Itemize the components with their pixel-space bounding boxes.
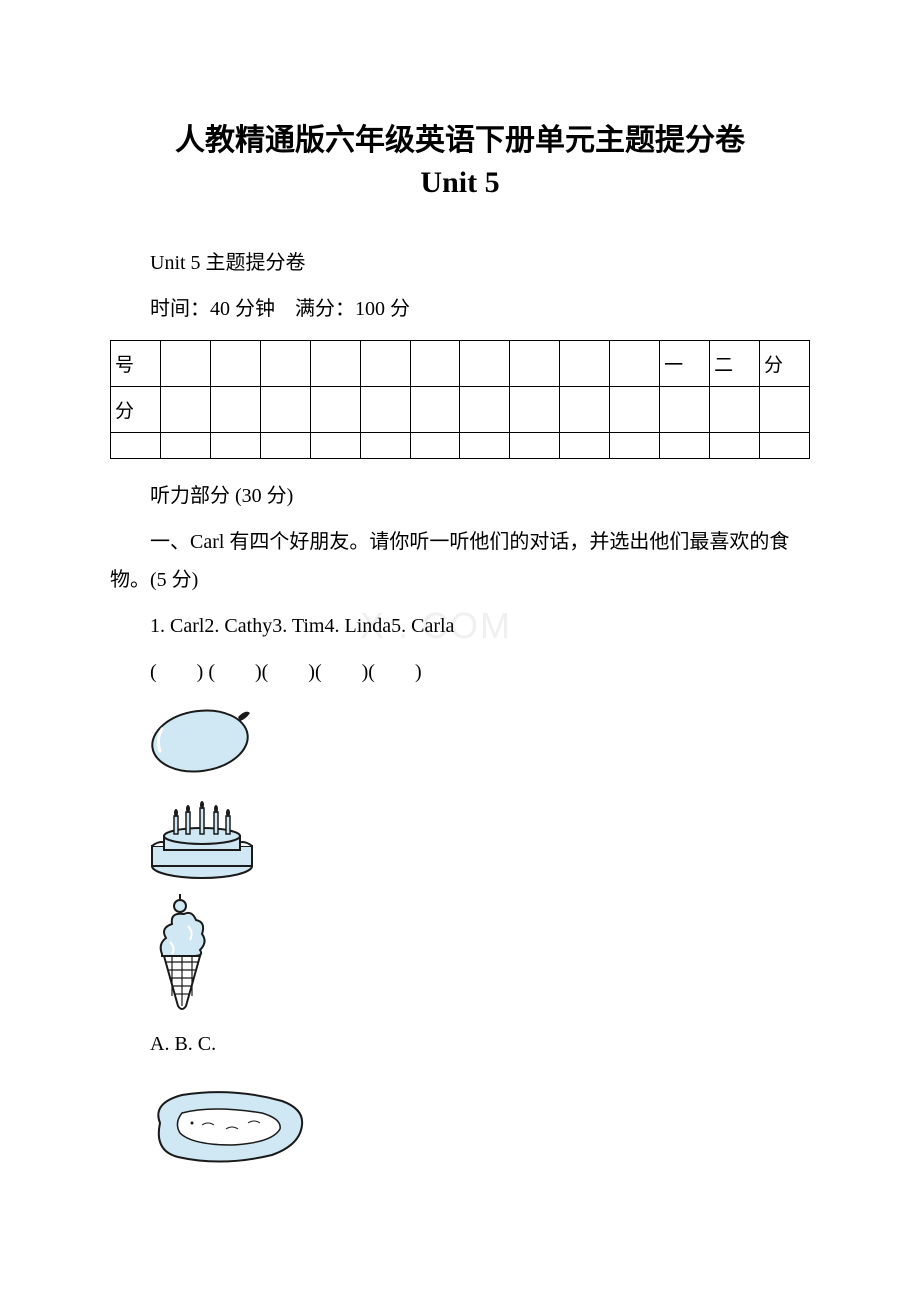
mango-icon	[142, 699, 810, 782]
cell	[160, 433, 210, 459]
cell	[510, 387, 560, 433]
cell: 号	[111, 341, 161, 387]
cell	[610, 387, 660, 433]
table-row: 号 一 二 分	[111, 341, 810, 387]
cell: 分	[759, 341, 809, 387]
cell	[610, 433, 660, 459]
cell	[710, 433, 760, 459]
cell: 二	[710, 341, 760, 387]
cell	[660, 433, 710, 459]
cell	[510, 433, 560, 459]
blanks-line: ( ) ( )( )( )( )	[110, 653, 810, 691]
options-line: A. B. C.	[110, 1025, 810, 1063]
cell	[460, 433, 510, 459]
names-line: 1. Carl2. Cathy3. Tim4. Linda5. Carla	[110, 607, 810, 645]
cell	[460, 341, 510, 387]
cell	[310, 433, 360, 459]
cake-icon	[142, 788, 810, 888]
cell	[360, 387, 410, 433]
cell: 分	[111, 387, 161, 433]
cell	[410, 341, 460, 387]
title-line-2: Unit 5	[420, 166, 499, 199]
score-table: 号 一 二 分 分	[110, 340, 810, 459]
cell	[510, 341, 560, 387]
table-row	[111, 433, 810, 459]
cell	[460, 387, 510, 433]
cell	[160, 387, 210, 433]
title-line-1: 人教精通版六年级英语下册单元主题提分卷	[175, 124, 745, 157]
cell	[260, 341, 310, 387]
cell	[210, 433, 260, 459]
cell	[560, 387, 610, 433]
time-score-line: 时间：40 分钟 满分：100 分	[110, 290, 810, 328]
cell	[111, 433, 161, 459]
cell	[610, 341, 660, 387]
cell	[360, 433, 410, 459]
cell	[210, 341, 260, 387]
subtitle: Unit 5 主题提分卷	[110, 244, 810, 282]
cell	[759, 387, 809, 433]
listening-header: 听力部分 (30 分)	[110, 477, 810, 515]
cell	[160, 341, 210, 387]
cell	[759, 433, 809, 459]
icecream-icon	[142, 894, 810, 1019]
cell	[660, 387, 710, 433]
cell	[260, 433, 310, 459]
cell	[260, 387, 310, 433]
page-title: 人教精通版六年级英语下册单元主题提分卷 Unit 5	[110, 120, 810, 204]
cell	[410, 433, 460, 459]
table-row: 分	[111, 387, 810, 433]
cell	[360, 341, 410, 387]
cell	[710, 387, 760, 433]
cell	[560, 341, 610, 387]
cell	[310, 341, 360, 387]
cell	[310, 387, 360, 433]
cell	[410, 387, 460, 433]
cell: 一	[660, 341, 710, 387]
section-1-text: 一、Carl 有四个好朋友。请你听一听他们的对话，并选出他们最喜欢的食物。(5 …	[110, 523, 810, 599]
cell	[210, 387, 260, 433]
fish-icon	[142, 1083, 810, 1178]
cell	[560, 433, 610, 459]
